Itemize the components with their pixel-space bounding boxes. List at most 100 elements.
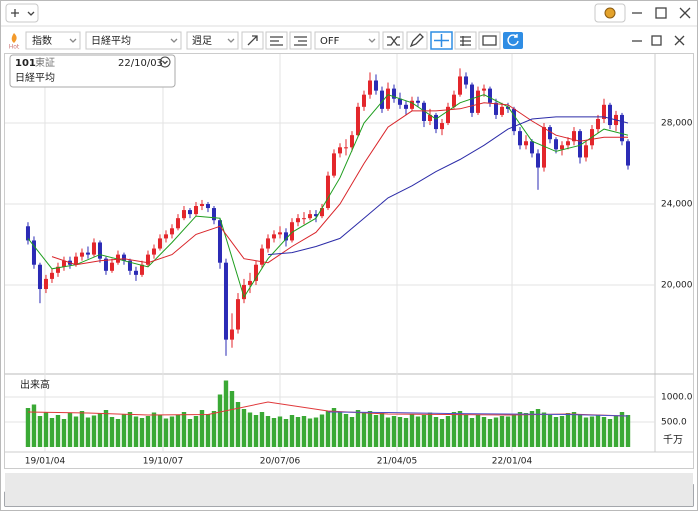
candle-body bbox=[607, 104, 612, 126]
candle-body bbox=[559, 145, 564, 150]
candle-body bbox=[91, 242, 96, 255]
volume-bar bbox=[343, 414, 349, 447]
volume-bar bbox=[277, 416, 283, 447]
candle-body bbox=[583, 145, 588, 158]
candle-body bbox=[169, 228, 174, 235]
select-index[interactable] bbox=[25, 31, 81, 50]
select-period[interactable] bbox=[186, 31, 239, 50]
y-tick-label: 500.0 bbox=[661, 418, 687, 428]
info-toggle[interactable] bbox=[159, 56, 171, 68]
volume-bar bbox=[529, 411, 535, 447]
add-icon bbox=[11, 9, 35, 17]
volume-bar bbox=[139, 418, 145, 447]
candle-body bbox=[457, 76, 462, 95]
y-tick-label: 20,000 bbox=[661, 280, 693, 290]
volume-bar bbox=[37, 416, 43, 447]
candle-body bbox=[55, 266, 60, 273]
volume-bar bbox=[187, 419, 193, 447]
select-text: OFF bbox=[320, 36, 340, 47]
camera-button[interactable] bbox=[478, 31, 501, 50]
select-mode[interactable] bbox=[314, 31, 380, 50]
navigator[interactable] bbox=[5, 473, 693, 506]
candle-body bbox=[127, 260, 132, 271]
volume-bar bbox=[199, 410, 205, 447]
candle-body bbox=[403, 104, 408, 109]
volume-bar bbox=[403, 418, 409, 447]
y-tick-label: 28,000 bbox=[661, 119, 693, 129]
tool-buttons bbox=[241, 31, 685, 50]
x-tick-label: 20/07/06 bbox=[260, 457, 301, 467]
pane-maximize[interactable] bbox=[651, 35, 662, 46]
volume-bar bbox=[181, 412, 187, 447]
volume-bar bbox=[373, 415, 379, 447]
candle-body bbox=[325, 175, 330, 209]
candle-body bbox=[397, 98, 402, 105]
candle-body bbox=[295, 218, 300, 223]
volume-bar bbox=[439, 419, 445, 447]
draw-button[interactable] bbox=[406, 31, 428, 50]
info-name: 日経平均 bbox=[15, 71, 55, 84]
candle-body bbox=[241, 284, 246, 300]
candle-body bbox=[139, 264, 144, 275]
volume-bar bbox=[625, 415, 631, 447]
volume-bar bbox=[367, 411, 373, 447]
volume-bar bbox=[145, 416, 151, 447]
volume-bar bbox=[223, 380, 229, 447]
close-button[interactable] bbox=[679, 7, 691, 19]
trend-icon bbox=[247, 35, 258, 46]
candle-body bbox=[259, 248, 264, 265]
candle-body bbox=[175, 218, 180, 229]
volume-bar bbox=[313, 417, 319, 447]
candle-body bbox=[283, 232, 288, 241]
volume-bar bbox=[505, 416, 511, 447]
candle-body bbox=[145, 254, 150, 265]
candle-body bbox=[391, 88, 396, 99]
candle-body bbox=[541, 127, 546, 168]
candle-body bbox=[349, 135, 354, 148]
candle-body bbox=[595, 118, 600, 130]
pane-close[interactable] bbox=[674, 35, 685, 46]
candle-body bbox=[331, 153, 336, 176]
candle-body bbox=[223, 262, 228, 340]
select-symbol[interactable] bbox=[85, 31, 182, 50]
maximize-button[interactable] bbox=[655, 7, 667, 19]
table-icon bbox=[460, 36, 471, 46]
candle-body bbox=[625, 141, 630, 166]
candle-body bbox=[277, 232, 282, 235]
candle-body bbox=[25, 226, 30, 241]
candle-body bbox=[235, 299, 240, 330]
candle-body bbox=[487, 88, 492, 103]
x-tick-label: 19/10/07 bbox=[143, 457, 183, 467]
volume-bar bbox=[103, 410, 109, 447]
volume-bar bbox=[283, 419, 289, 447]
refresh-button[interactable] bbox=[503, 32, 523, 49]
volume-bar bbox=[541, 412, 547, 447]
candle-body bbox=[187, 210, 192, 215]
candle-body bbox=[109, 262, 114, 271]
volume-bar bbox=[415, 416, 421, 447]
volume-bar bbox=[475, 415, 481, 447]
candle-body bbox=[361, 94, 366, 107]
volume-bar bbox=[85, 417, 91, 447]
candle-body bbox=[523, 141, 528, 146]
candle-body bbox=[253, 264, 258, 281]
volume-bar bbox=[499, 416, 505, 447]
volume-bar bbox=[97, 413, 103, 447]
candle-body bbox=[103, 258, 108, 271]
candle-body bbox=[373, 80, 378, 91]
add-button[interactable] bbox=[5, 3, 39, 23]
volume-bar bbox=[331, 408, 337, 447]
align-icon bbox=[270, 36, 283, 46]
volume-bar bbox=[397, 417, 403, 447]
volume-bar bbox=[445, 416, 451, 447]
candle-body bbox=[571, 131, 576, 142]
volume-bar bbox=[157, 415, 163, 447]
volume-bar bbox=[289, 415, 295, 447]
moving-average bbox=[27, 94, 629, 299]
volume-bar bbox=[577, 415, 583, 447]
volume-bar bbox=[409, 414, 415, 447]
candle-body bbox=[265, 238, 270, 249]
candle-body bbox=[49, 272, 54, 279]
select-text: 日経平均 bbox=[91, 34, 131, 47]
candle-body bbox=[163, 234, 168, 239]
